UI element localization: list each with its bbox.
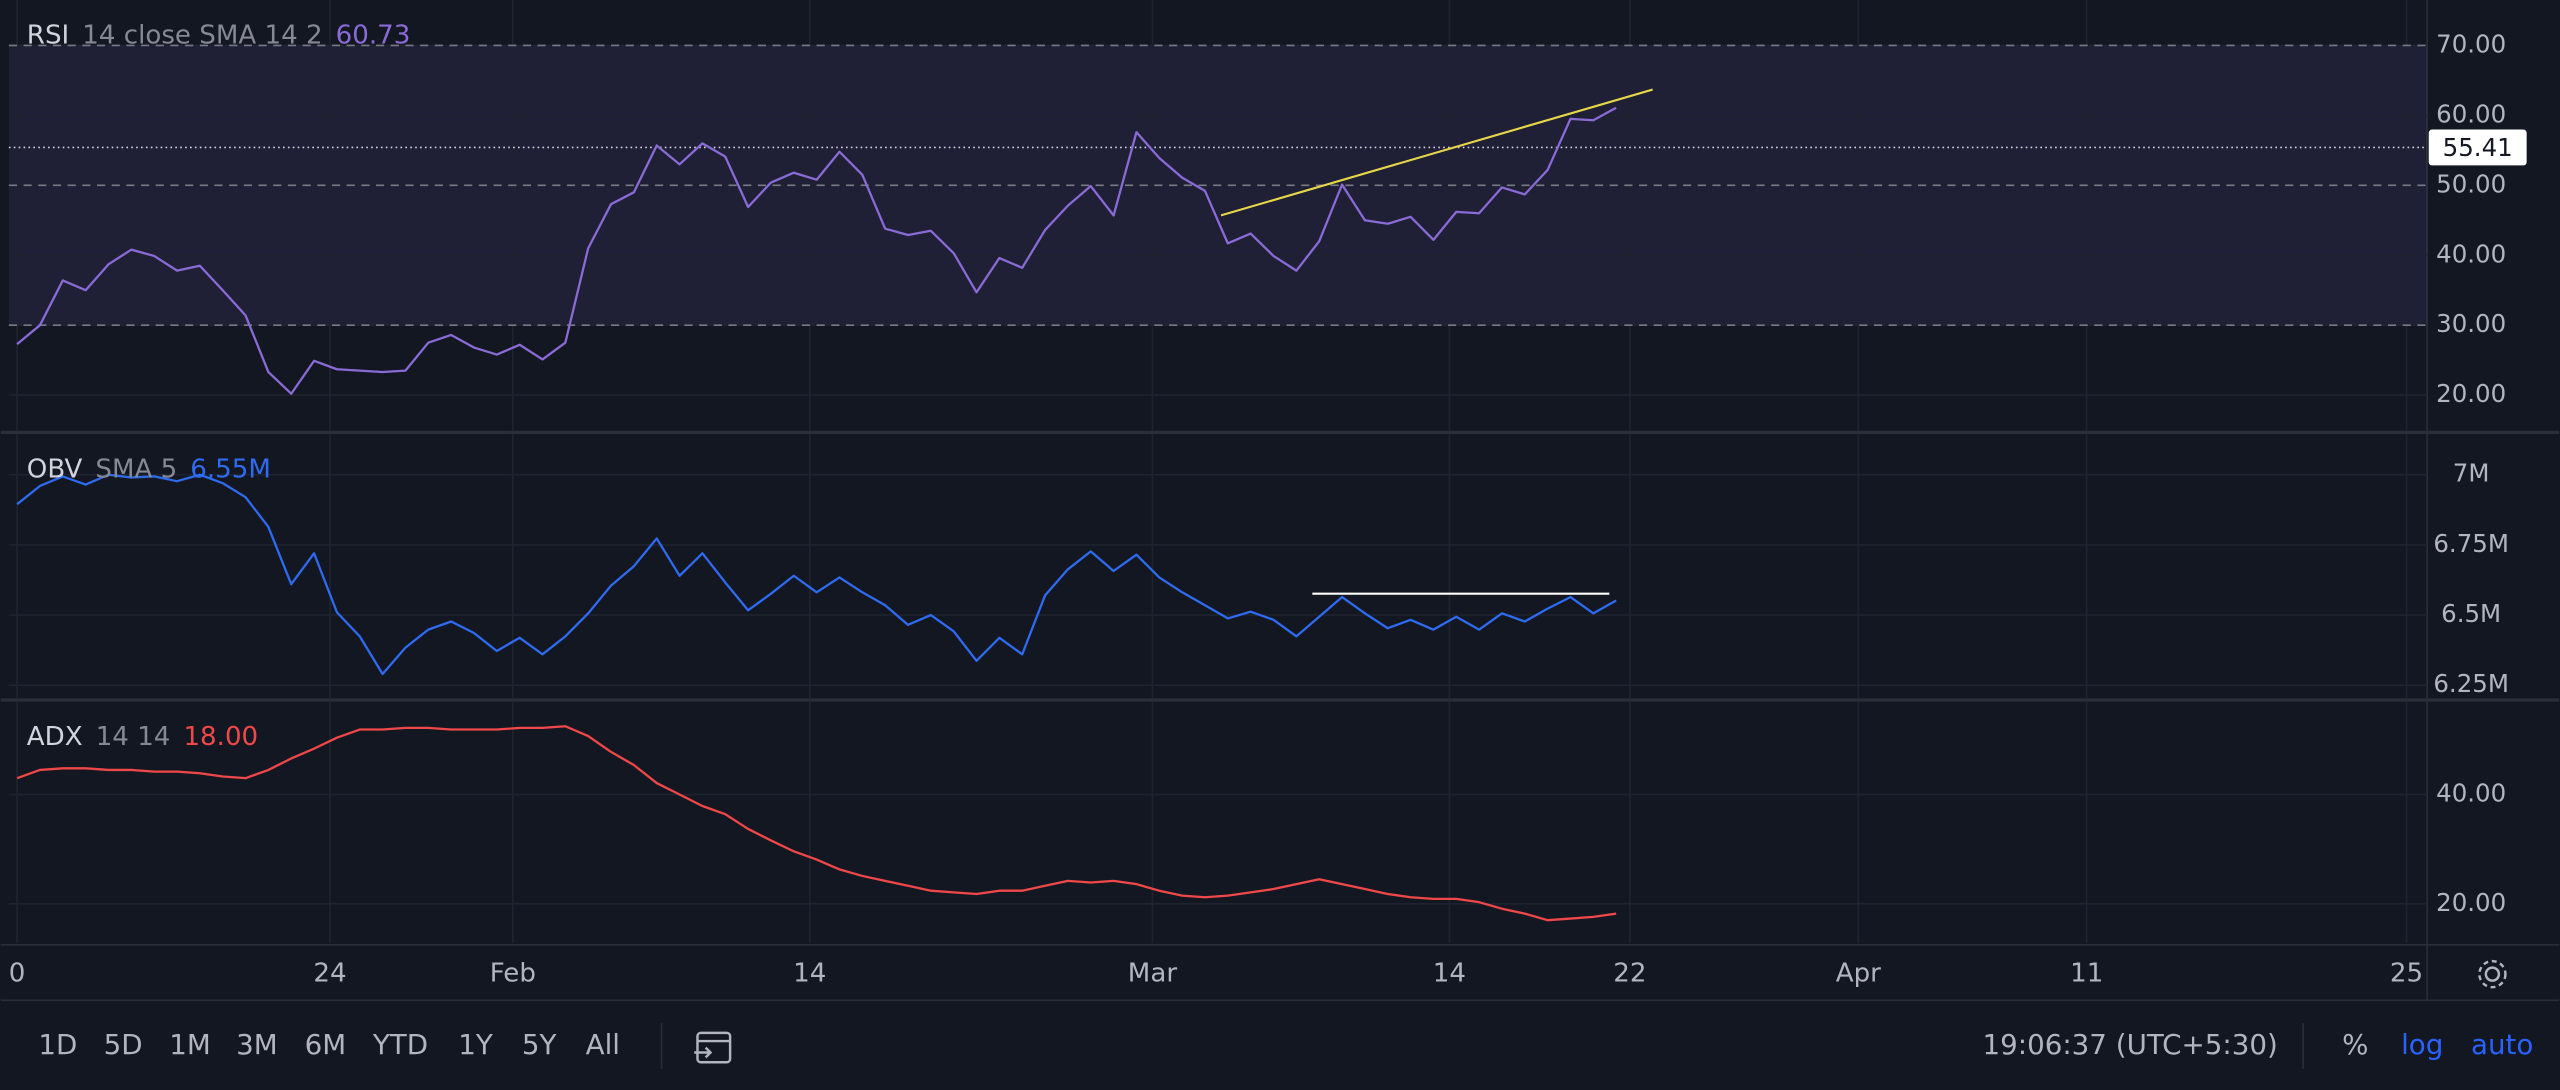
legend-params: SMA 5 [95, 454, 177, 484]
x-tick-label: Feb [490, 959, 536, 989]
y-tick-label: 40.00 [2436, 239, 2506, 268]
legend-title: OBV [27, 454, 83, 484]
y-tick-label: 60.00 [2436, 99, 2506, 128]
x-tick-label: 24 [313, 959, 346, 989]
range-button[interactable]: 3M [236, 1028, 278, 1061]
indicator-line [16, 725, 1617, 922]
x-tick-label: 0 [9, 959, 26, 989]
x-tick-label: 11 [2070, 959, 2103, 989]
legend-params: 14 14 [96, 722, 171, 752]
x-tick-label: 25 [2390, 959, 2423, 989]
legend-last-value-label: 18.00 [183, 722, 258, 752]
legend-last-value-label: 6.55M [190, 454, 271, 484]
price-label: 55.41 [2443, 133, 2513, 162]
range-button[interactable]: 5D [104, 1028, 143, 1061]
range-button[interactable]: 6M [305, 1028, 347, 1061]
price-label-box [2428, 129, 2527, 166]
log-toggle[interactable]: log [2401, 1028, 2443, 1061]
y-tick-label: 30.00 [2436, 309, 2506, 338]
legend-title: ADX [27, 722, 83, 752]
trendline [1220, 88, 1654, 217]
indicator-line [16, 106, 1617, 395]
percent-toggle[interactable]: % [2342, 1028, 2368, 1061]
x-tick-label: 14 [793, 959, 826, 989]
y-tick-label: 7M [2453, 459, 2490, 488]
x-tick-label: 14 [1433, 959, 1466, 989]
legend-title: RSI [27, 20, 69, 50]
range-button[interactable]: 1D [38, 1028, 77, 1061]
auto-toggle[interactable]: auto [2471, 1028, 2533, 1061]
y-tick-label: 6.25M [2433, 669, 2509, 698]
y-tick-label: 6.5M [2441, 599, 2501, 628]
x-tick-label: Apr [1836, 959, 1881, 989]
range-button[interactable]: YTD [372, 1028, 428, 1061]
y-tick-label: 20.00 [2436, 888, 2506, 917]
range-button[interactable]: 1Y [458, 1028, 493, 1061]
legend-last-value-label: 60.73 [336, 20, 411, 50]
range-button[interactable]: 1M [169, 1028, 211, 1061]
y-tick-label: 6.75M [2433, 529, 2509, 558]
y-tick-label: 20.00 [2436, 379, 2506, 408]
x-tick-label: Mar [1128, 959, 1178, 989]
clock: 19:06:37 (UTC+5:30) [1982, 1028, 2277, 1061]
range-button[interactable]: 5Y [522, 1028, 557, 1061]
y-tick-label: 50.00 [2436, 169, 2506, 198]
legend-params: 14 close SMA 14 2 [82, 20, 322, 50]
range-button[interactable]: All [586, 1028, 620, 1061]
x-tick-label: 22 [1613, 959, 1646, 989]
y-tick-label: 70.00 [2436, 29, 2506, 58]
settings-icon[interactable] [2478, 959, 2507, 989]
indicator-line [16, 473, 1617, 676]
y-tick-label: 40.00 [2436, 779, 2506, 808]
date-range-icon[interactable] [694, 1031, 732, 1064]
